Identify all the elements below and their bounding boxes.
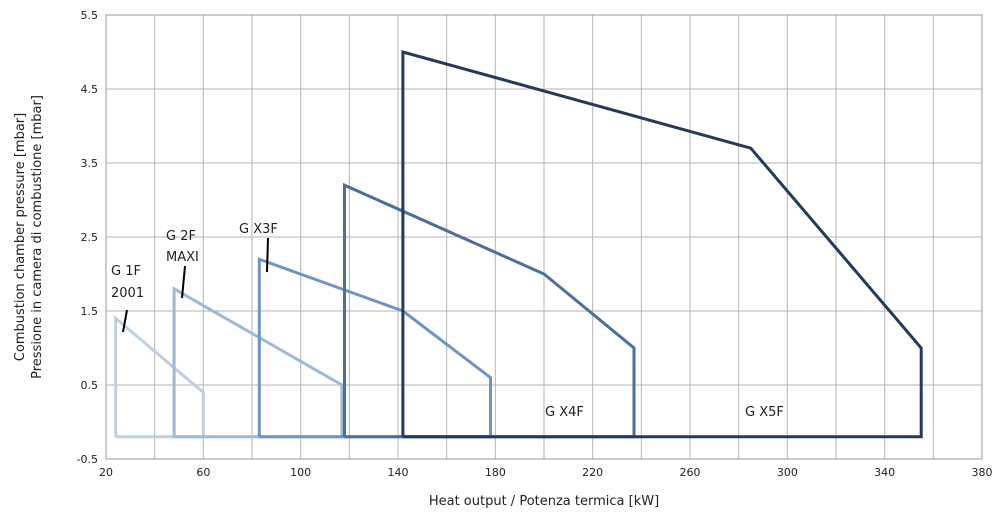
x-tick-label: 380 <box>972 466 993 479</box>
y-axis-ticks: -0.5 0.5 1.5 2.5 3.5 4.5 5.5 <box>77 9 98 466</box>
x-tick-label: 100 <box>290 466 311 479</box>
series-label-g2f-line1: G 2F <box>166 229 196 244</box>
y-axis-title-line2: Pressione in camera di combustione [mbar… <box>30 95 45 379</box>
y-tick-label: 3.5 <box>81 157 99 170</box>
grid <box>105 14 983 460</box>
y-tick-label: 4.5 <box>81 83 99 96</box>
series-label-g1f-line1: G 1F <box>111 264 141 279</box>
series-line-2 <box>257 257 492 439</box>
y-tick-label: 1.5 <box>81 305 99 318</box>
plot-frame <box>105 14 983 460</box>
x-tick-label: 20 <box>99 466 113 479</box>
y-tick-label: -0.5 <box>77 453 98 466</box>
series-label-gx3f-leader <box>266 237 269 273</box>
y-axis-title-line1: Combustion chamber pressure [mbar] <box>13 113 28 361</box>
series-label-g2f-leader <box>181 265 186 299</box>
series-label-gx5f: G X5F <box>745 405 784 420</box>
series-label-gx4f: G X4F <box>545 405 584 420</box>
y-tick-label: 5.5 <box>81 9 99 22</box>
x-tick-label: 140 <box>388 466 409 479</box>
y-tick-label: 2.5 <box>81 231 99 244</box>
series-line-0 <box>114 315 205 439</box>
series-labels: G 1F 2001 G 2F MAXI G X3F G X4F G X5F <box>111 222 784 420</box>
series-label-g2f-line2: MAXI <box>166 250 199 265</box>
x-tick-label: 300 <box>777 466 798 479</box>
x-tick-label: 180 <box>485 466 506 479</box>
series-layer <box>114 50 923 439</box>
x-tick-label: 260 <box>680 466 701 479</box>
x-tick-label: 340 <box>874 466 895 479</box>
y-tick-label: 0.5 <box>81 379 99 392</box>
x-tick-label: 220 <box>582 466 603 479</box>
series-label-g1f-leader <box>122 309 128 333</box>
x-axis-ticks: 20 60 100 140 180 220 260 300 340 380 <box>99 466 993 479</box>
series-label-gx3f: G X3F <box>239 222 278 237</box>
series-line-4 <box>401 50 923 439</box>
x-axis-title: Heat output / Potenza termica [kW] <box>429 494 659 509</box>
series-label-g1f-line2: 2001 <box>111 286 144 301</box>
x-tick-label: 60 <box>196 466 210 479</box>
